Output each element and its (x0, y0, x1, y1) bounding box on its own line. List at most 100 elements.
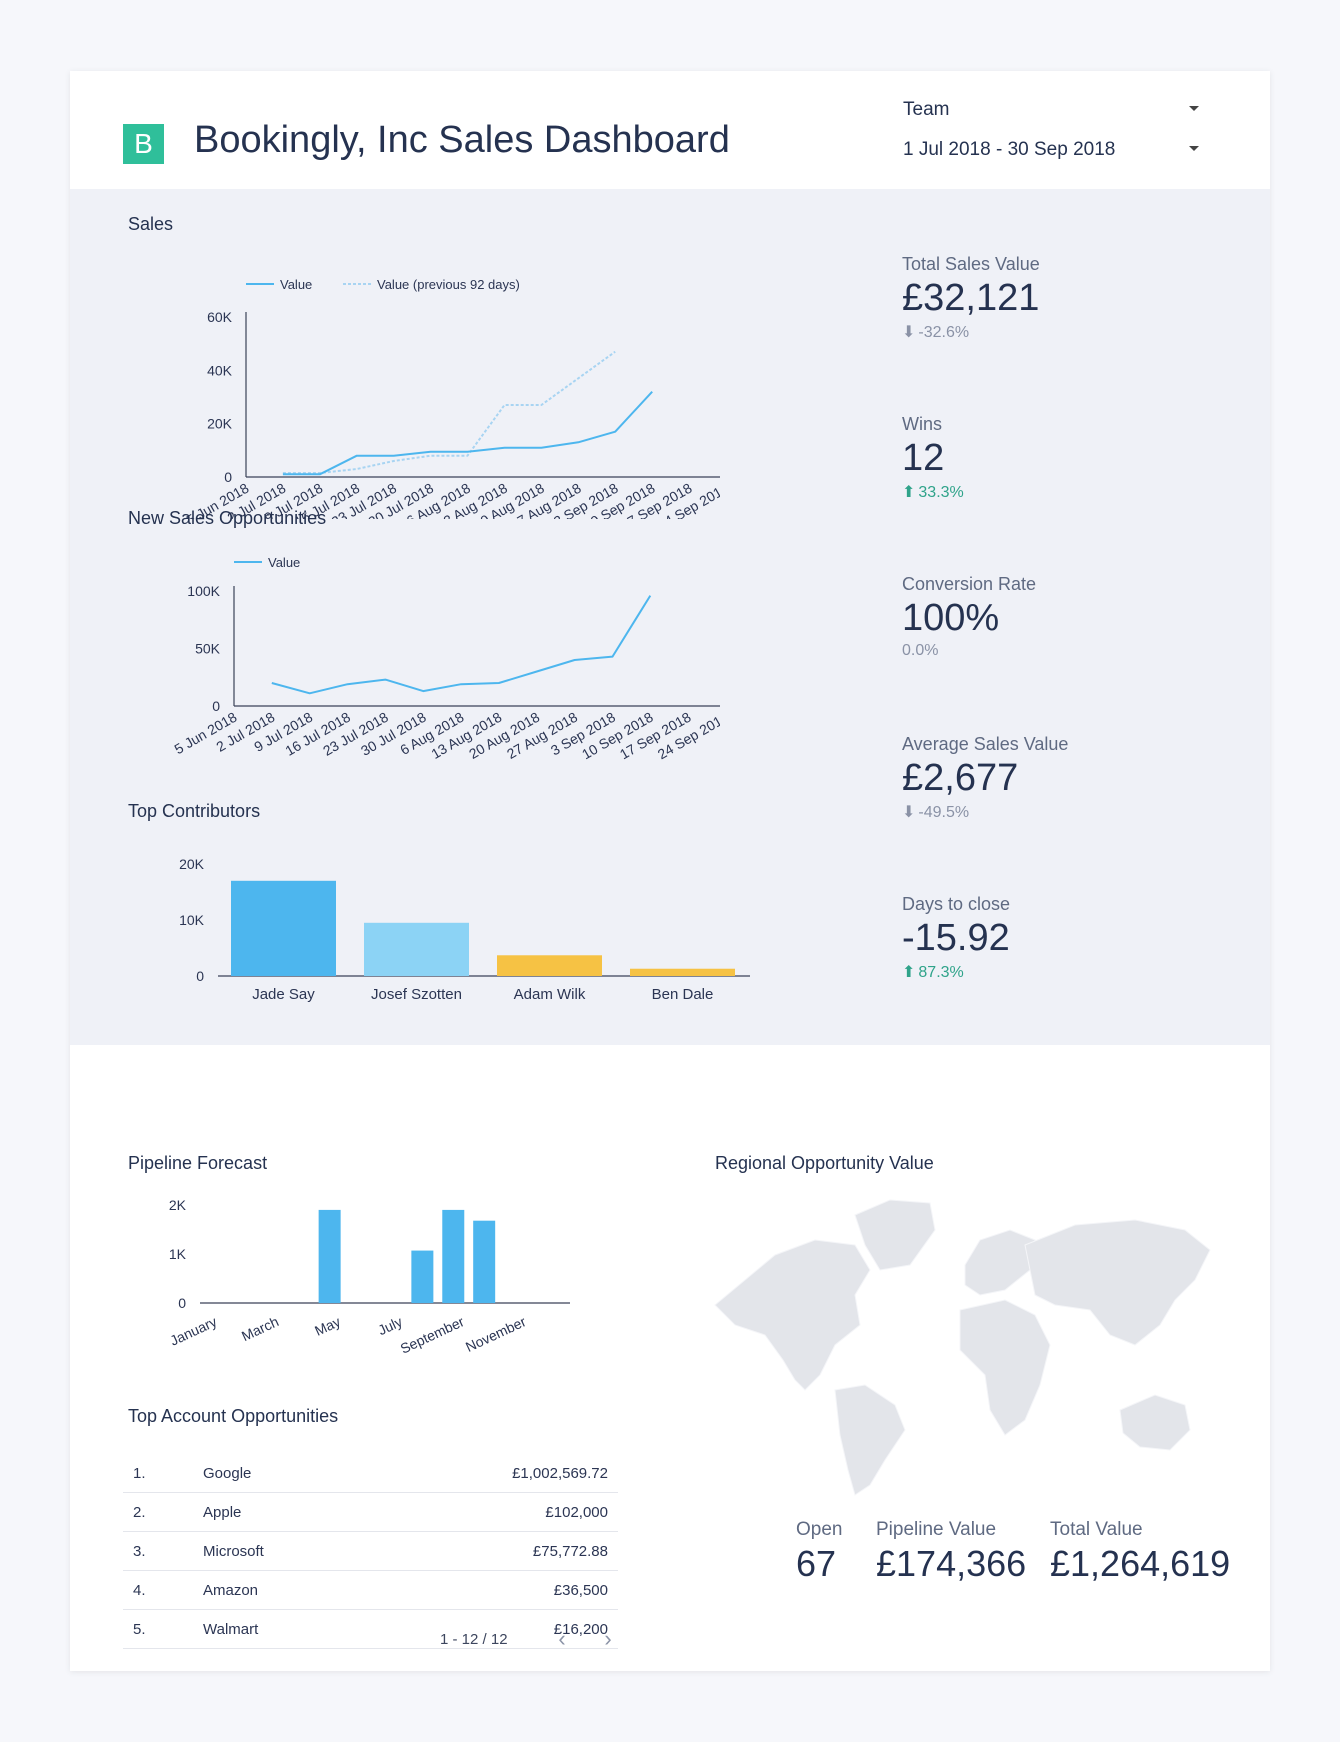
date-range-label: 1 Jul 2018 - 30 Sep 2018 (903, 139, 1116, 160)
metric-delta-value: 33.3% (918, 484, 964, 501)
metric-label: Total Sales Value (902, 254, 1040, 274)
map-asia (1024, 1219, 1211, 1346)
pipeline-bar (442, 1209, 465, 1303)
account-value: £75,772.88 (453, 1531, 618, 1571)
metric-delta-value: 0.0% (902, 642, 939, 659)
account-name: Microsoft (203, 1531, 453, 1571)
y-tick-label: 60K (207, 309, 233, 325)
metric-value: -15.92 (902, 917, 1010, 959)
pipeline-bar (318, 1209, 341, 1303)
arrow-down-icon: ⬇ (902, 804, 916, 821)
contributor-bar (231, 880, 336, 976)
metric-value: 12 (902, 437, 945, 479)
pagination-label: 1 - 12 / 12 (440, 1631, 508, 1648)
x-tick-label: November (463, 1313, 529, 1355)
pagination: 1 - 12 / 12 ‹ › (440, 1625, 640, 1655)
metric-label: Conversion Rate (902, 574, 1037, 594)
stat-label: Pipeline Value (876, 1519, 997, 1540)
x-tick-label: Adam Wilk (514, 986, 586, 1003)
y-tick-label: 20K (207, 416, 233, 432)
metric-delta: ⬆ 33.3% (902, 482, 1222, 502)
legend-label: Value (268, 555, 300, 570)
metric-label: Wins (902, 414, 942, 434)
metric-average-sales: Average Sales Value £2,677 ⬇ -49.5% (902, 734, 1222, 822)
account-rank: 5. (123, 1609, 203, 1649)
x-tick-label: July (375, 1313, 404, 1338)
metric-label: Days to close (902, 894, 1011, 914)
x-tick-label: May (312, 1313, 343, 1339)
map-north-america (714, 1239, 871, 1391)
new-opps-chart-title: New Sales Opportunities (128, 508, 327, 528)
team-filter-label: Team (903, 99, 950, 120)
metric-value: £32,121 (902, 277, 1040, 319)
pipeline-forecast-title: Pipeline Forecast (128, 1153, 268, 1173)
account-value: £36,500 (453, 1570, 618, 1610)
sales-chart-title: Sales (128, 214, 174, 234)
x-tick-label: Ben Dale (652, 986, 714, 1003)
account-name: Walmart (203, 1609, 453, 1649)
x-tick-label: September (398, 1313, 467, 1357)
stat-value: £174,366 (876, 1543, 1027, 1584)
stat-total-value: Total Value £1,264,619 (1050, 1519, 1230, 1585)
arrow-down-icon: ⬇ (902, 324, 916, 341)
y-tick-label: 50K (195, 641, 221, 657)
account-value: £102,000 (453, 1492, 618, 1532)
stat-value: £1,264,619 (1050, 1543, 1231, 1584)
team-filter-dropdown[interactable]: Team (903, 96, 1213, 124)
contributor-bar (364, 922, 469, 976)
stat-pipeline-value: Pipeline Value £174,366 (876, 1519, 1026, 1585)
date-range-dropdown[interactable]: 1 Jul 2018 - 30 Sep 2018 (903, 136, 1213, 164)
table-row: 4. Amazon £36,500 (123, 1570, 618, 1610)
series-line-value (282, 391, 653, 476)
x-tick-label: Jade Say (252, 986, 315, 1003)
stat-label: Total Value (1050, 1519, 1143, 1540)
chevron-right-icon[interactable]: › (604, 1626, 612, 1651)
series-line-previous (282, 350, 616, 474)
contributor-bar (497, 955, 602, 976)
world-map (714, 1199, 1211, 1496)
y-tick-label: 10K (179, 912, 205, 928)
metric-value: £2,677 (902, 757, 1019, 799)
metric-delta: ⬆ 87.3% (902, 962, 1222, 982)
y-tick-label: 0 (196, 968, 204, 984)
y-tick-label: 40K (207, 362, 233, 378)
map-greenland (854, 1199, 936, 1271)
map-south-america (834, 1384, 906, 1496)
stat-value: 67 (796, 1543, 837, 1584)
metric-wins: Wins 12 ⬆ 33.3% (902, 414, 1222, 502)
top-accounts-table: 1. Google £1,002,569.72 2. Apple £102,000 3. Mi… (123, 1454, 618, 1649)
table-row: 3. Microsoft £75,772.88 (123, 1531, 618, 1571)
y-tick-label: 100K (187, 583, 220, 599)
page-title: Bookingly, Inc Sales Dashboard (194, 119, 730, 161)
pipeline-bar (411, 1250, 434, 1303)
y-tick-label: 2K (169, 1197, 187, 1213)
y-tick-label: 0 (224, 469, 232, 485)
series-line-value (271, 595, 652, 695)
table-row: 2. Apple £102,000 (123, 1492, 618, 1532)
metric-label: Average Sales Value (902, 734, 1069, 754)
metric-value: 100% (902, 597, 1000, 639)
y-tick-label: 20K (179, 856, 205, 872)
dashboard-header: B Bookingly, Inc Sales Dashboard Team 1 … (70, 71, 1270, 189)
brand-logo: B (123, 124, 164, 164)
metric-conversion-rate: Conversion Rate 100% 0.0% (902, 574, 1222, 660)
account-value: £16,200 (453, 1609, 618, 1649)
y-tick-label: 0 (212, 698, 220, 714)
top-contributors-bar-chart: 0 10K 20K Jade Say Josef Szotten Adam Wilk Ben… (179, 856, 750, 1003)
y-tick-label: 0 (178, 1295, 186, 1311)
metric-delta: ⬇ -32.6% (902, 322, 1222, 342)
pipeline-forecast-bar-chart: 0 1K 2K January March May JulySeptemberNovembe… (167, 1197, 570, 1357)
x-tick-label: March (239, 1313, 281, 1344)
legend-label: Value (280, 277, 312, 292)
top-contributors-title: Top Contributors (128, 801, 261, 821)
chevron-left-icon[interactable]: ‹ (558, 1626, 566, 1651)
x-tick-label: Josef Szotten (371, 986, 462, 1003)
account-rank: 1. (123, 1454, 203, 1493)
account-name: Google (203, 1454, 453, 1493)
regional-opportunity-title: Regional Opportunity Value (715, 1153, 934, 1173)
account-rank: 2. (123, 1492, 203, 1532)
metric-days-to-close: Days to close -15.92 ⬆ 87.3% (902, 894, 1222, 982)
account-rank: 3. (123, 1531, 203, 1571)
upper-panel: Sales 0 20K 40K 60K 5 Jun 2018 2 Jul 2018 9 Ju… (70, 189, 1270, 1045)
account-name: Apple (203, 1492, 453, 1532)
